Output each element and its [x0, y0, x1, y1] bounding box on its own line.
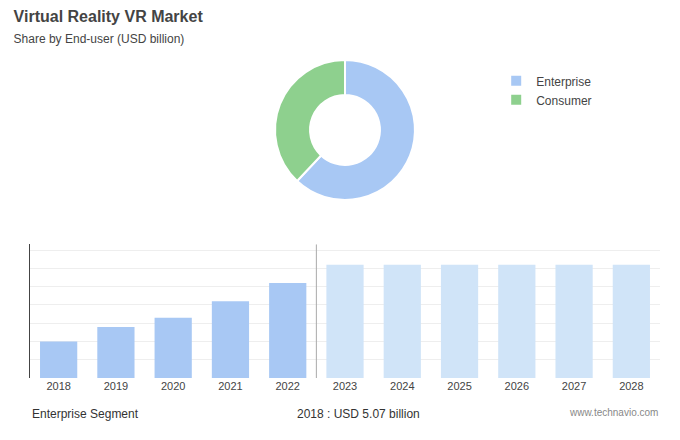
svg-text:Consumer: Consumer	[536, 94, 591, 108]
svg-text:2026: 2026	[505, 380, 529, 392]
svg-text:2022: 2022	[275, 380, 299, 392]
svg-text:2020: 2020	[161, 380, 185, 392]
svg-text:2018: 2018	[46, 380, 70, 392]
svg-text:Virtual Reality VR MarketShare: Virtual Reality VR MarketShare by End-us…	[14, 8, 204, 46]
svg-text:2027: 2027	[562, 380, 586, 392]
svg-text:2018 : USD 5.07 billion: 2018 : USD 5.07 billion	[297, 407, 420, 421]
svg-text:2025: 2025	[447, 380, 471, 392]
svg-text:2021: 2021	[218, 380, 242, 392]
svg-text:2024: 2024	[390, 380, 414, 392]
svg-text:2019: 2019	[104, 380, 128, 392]
svg-text:Enterprise: Enterprise	[536, 75, 591, 89]
svg-text:2023: 2023	[333, 380, 357, 392]
svg-text:www.technavio.com: www.technavio.com	[569, 407, 658, 418]
svg-text:Enterprise Segment: Enterprise Segment	[32, 407, 139, 421]
svg-text:2028: 2028	[619, 380, 643, 392]
